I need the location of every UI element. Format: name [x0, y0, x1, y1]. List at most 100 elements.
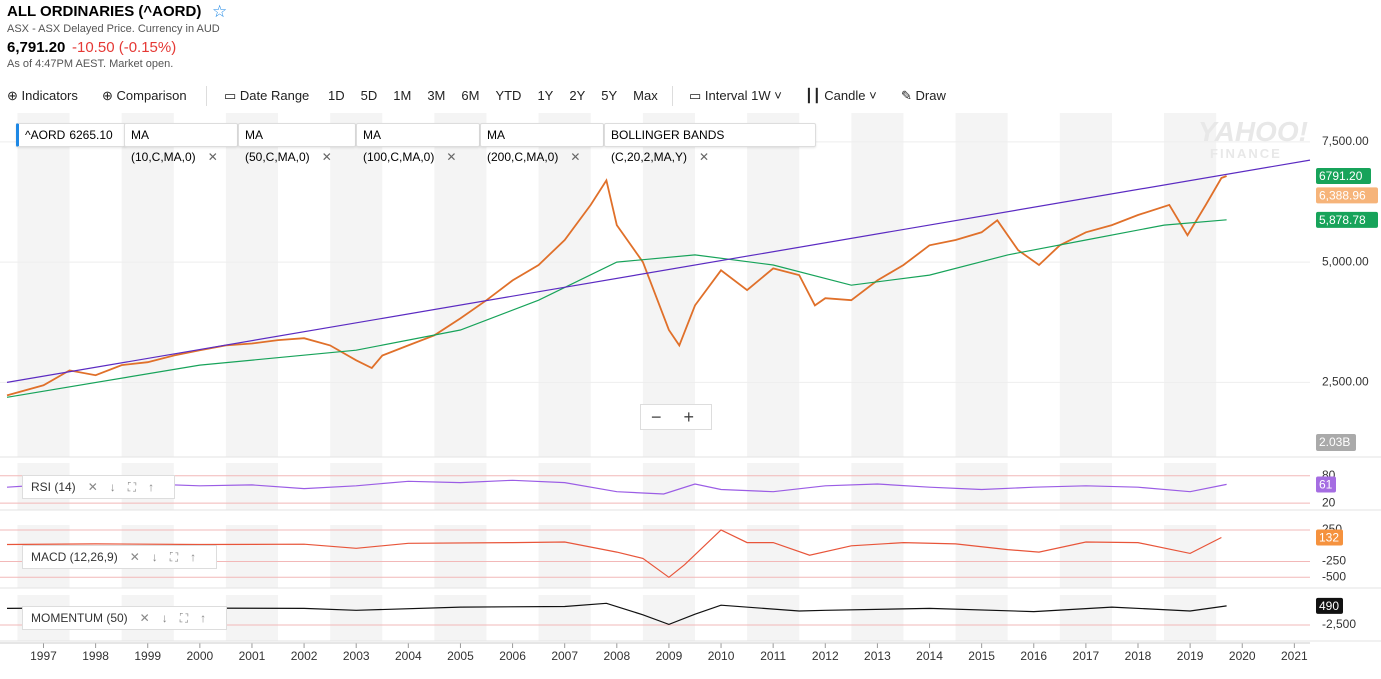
legend-chip[interactable]: MA (200,C,MA,0) ✕: [480, 123, 604, 164]
year-stripe: [434, 595, 487, 641]
chip-text: MA (200,C,MA,0): [487, 128, 559, 164]
value-badge: [1316, 597, 1343, 614]
chip-close[interactable]: ✕: [321, 150, 332, 164]
zoom-in[interactable]: +: [683, 407, 695, 427]
legend-chip[interactable]: MA (100,C,MA,0) ✕: [356, 123, 480, 164]
year-stripe: [538, 525, 591, 588]
year-stripe: [1164, 525, 1217, 588]
x-tick-label: 2011: [760, 649, 786, 663]
series-line: [6, 175, 1227, 397]
value-badge: [1316, 529, 1343, 546]
candle-button[interactable]: ┃┃ Candle ˅: [805, 88, 877, 103]
x-tick-label: 2003: [343, 649, 370, 663]
indicator-title: RSI (14): [31, 479, 76, 494]
year-stripe: [1164, 463, 1217, 510]
label: Indicators: [21, 88, 78, 103]
range-button[interactable]: 3M: [427, 88, 446, 103]
series-line: [6, 159, 1311, 383]
value-badge-label: 490: [1319, 599, 1339, 613]
comparison-button[interactable]: ⊕ Comparison: [102, 88, 187, 103]
x-tick-label: 1997: [30, 649, 57, 663]
range-buttons: 1D 5D 1M 3M 6M YTD 1Y 2Y 5Y Max: [328, 88, 674, 103]
range-button[interactable]: YTD: [495, 88, 522, 103]
date-range-button[interactable]: ▭ Date Range: [224, 88, 310, 103]
x-tick-label: 1998: [82, 649, 109, 663]
year-stripe: [1059, 113, 1112, 457]
y-tick-label: 2,500.00: [1322, 375, 1369, 389]
year-stripe: [642, 525, 695, 588]
indicator-label[interactable]: RSI (14) ✕↓⛶↑: [22, 474, 176, 499]
chip-close[interactable]: ✕: [207, 150, 218, 164]
x-tick-label: 2019: [1177, 649, 1204, 663]
y-tick-label: -2,500: [1322, 617, 1356, 631]
year-stripe: [434, 463, 487, 510]
year-stripe: [1164, 113, 1217, 457]
change: -10.50 (-0.15%): [72, 39, 177, 56]
legend-chip[interactable]: BOLLINGER BANDS (C,20,2,MA,Y) ✕: [604, 123, 816, 164]
year-stripe: [955, 525, 1008, 588]
series-line: [6, 219, 1227, 398]
y-tick-label: 5,000.00: [1322, 254, 1369, 268]
chip-close[interactable]: ✕: [570, 150, 581, 164]
range-button[interactable]: 1Y: [537, 88, 554, 103]
legend-chip[interactable]: MA (50,C,MA,0) ✕: [238, 123, 356, 164]
year-stripe: [747, 525, 800, 588]
value-badge: [1316, 167, 1371, 184]
x-tick-label: 2021: [1281, 649, 1308, 663]
year-stripe: [225, 525, 279, 588]
year-stripe: [747, 463, 800, 510]
x-tick-label: 2018: [1125, 649, 1152, 663]
x-tick-label: 2013: [864, 649, 891, 663]
range-button[interactable]: 5Y: [601, 88, 618, 103]
x-tick-label: 2007: [551, 649, 578, 663]
range-button[interactable]: Max: [633, 88, 658, 103]
value-badge-label: 5,878.78: [1319, 213, 1366, 227]
year-stripe: [121, 113, 174, 457]
zoom-out[interactable]: −: [651, 407, 662, 427]
year-stripe: [434, 525, 487, 588]
draw-button[interactable]: ✎ Draw: [901, 88, 946, 103]
indicator-icons: ✕↓⛶↑: [87, 479, 167, 494]
divider: [206, 86, 207, 106]
indicator-label[interactable]: MOMENTUM (50) ✕↓⛶↑: [22, 606, 228, 630]
indicator-icons: ✕↓⛶↑: [139, 611, 219, 625]
zoom-controls: − +: [640, 404, 712, 430]
volume-label: 2.03B: [1319, 435, 1350, 449]
year-stripe: [747, 113, 800, 457]
x-tick-label: 2016: [1020, 649, 1047, 663]
indicators-button[interactable]: ⊕ Indicators: [7, 88, 78, 103]
x-tick-label: 2012: [812, 649, 839, 663]
range-button[interactable]: 6M: [461, 88, 480, 103]
year-stripe: [225, 595, 279, 641]
x-tick-label: 1999: [134, 649, 161, 663]
indicator-label[interactable]: MACD (12,26,9) ✕↓⛶↑: [22, 544, 218, 569]
x-tick-label: 2015: [968, 649, 995, 663]
year-stripe: [851, 463, 904, 510]
chip-text: MA (100,C,MA,0): [363, 128, 435, 164]
interval-button[interactable]: ▭ Interval 1W ˅: [689, 88, 782, 103]
x-tick-label: 2005: [447, 649, 474, 663]
year-stripe: [955, 113, 1008, 457]
chip-close[interactable]: ✕: [699, 150, 710, 164]
series-line: [6, 602, 1227, 626]
range-button[interactable]: 1D: [328, 88, 345, 103]
y-tick-label: -250: [1322, 554, 1346, 568]
x-tick-label: 2004: [395, 649, 422, 663]
label: Comparison: [116, 88, 187, 103]
series-line: [6, 529, 1222, 579]
indicator-title: MOMENTUM (50): [31, 611, 128, 625]
x-tick-label: 2008: [603, 649, 630, 663]
range-button[interactable]: 2Y: [569, 88, 586, 103]
chip-close[interactable]: ✕: [446, 150, 457, 164]
range-button[interactable]: 5D: [360, 88, 378, 103]
legend-chip[interactable]: MA (10,C,MA,0) ✕: [124, 123, 238, 164]
value-badge: [1316, 476, 1336, 493]
year-stripe: [538, 595, 591, 641]
chip-text: ^AORD: [25, 128, 66, 142]
year-stripe: [851, 113, 904, 457]
star-icon[interactable]: ☆: [212, 2, 228, 21]
range-button[interactable]: 1M: [393, 88, 412, 103]
